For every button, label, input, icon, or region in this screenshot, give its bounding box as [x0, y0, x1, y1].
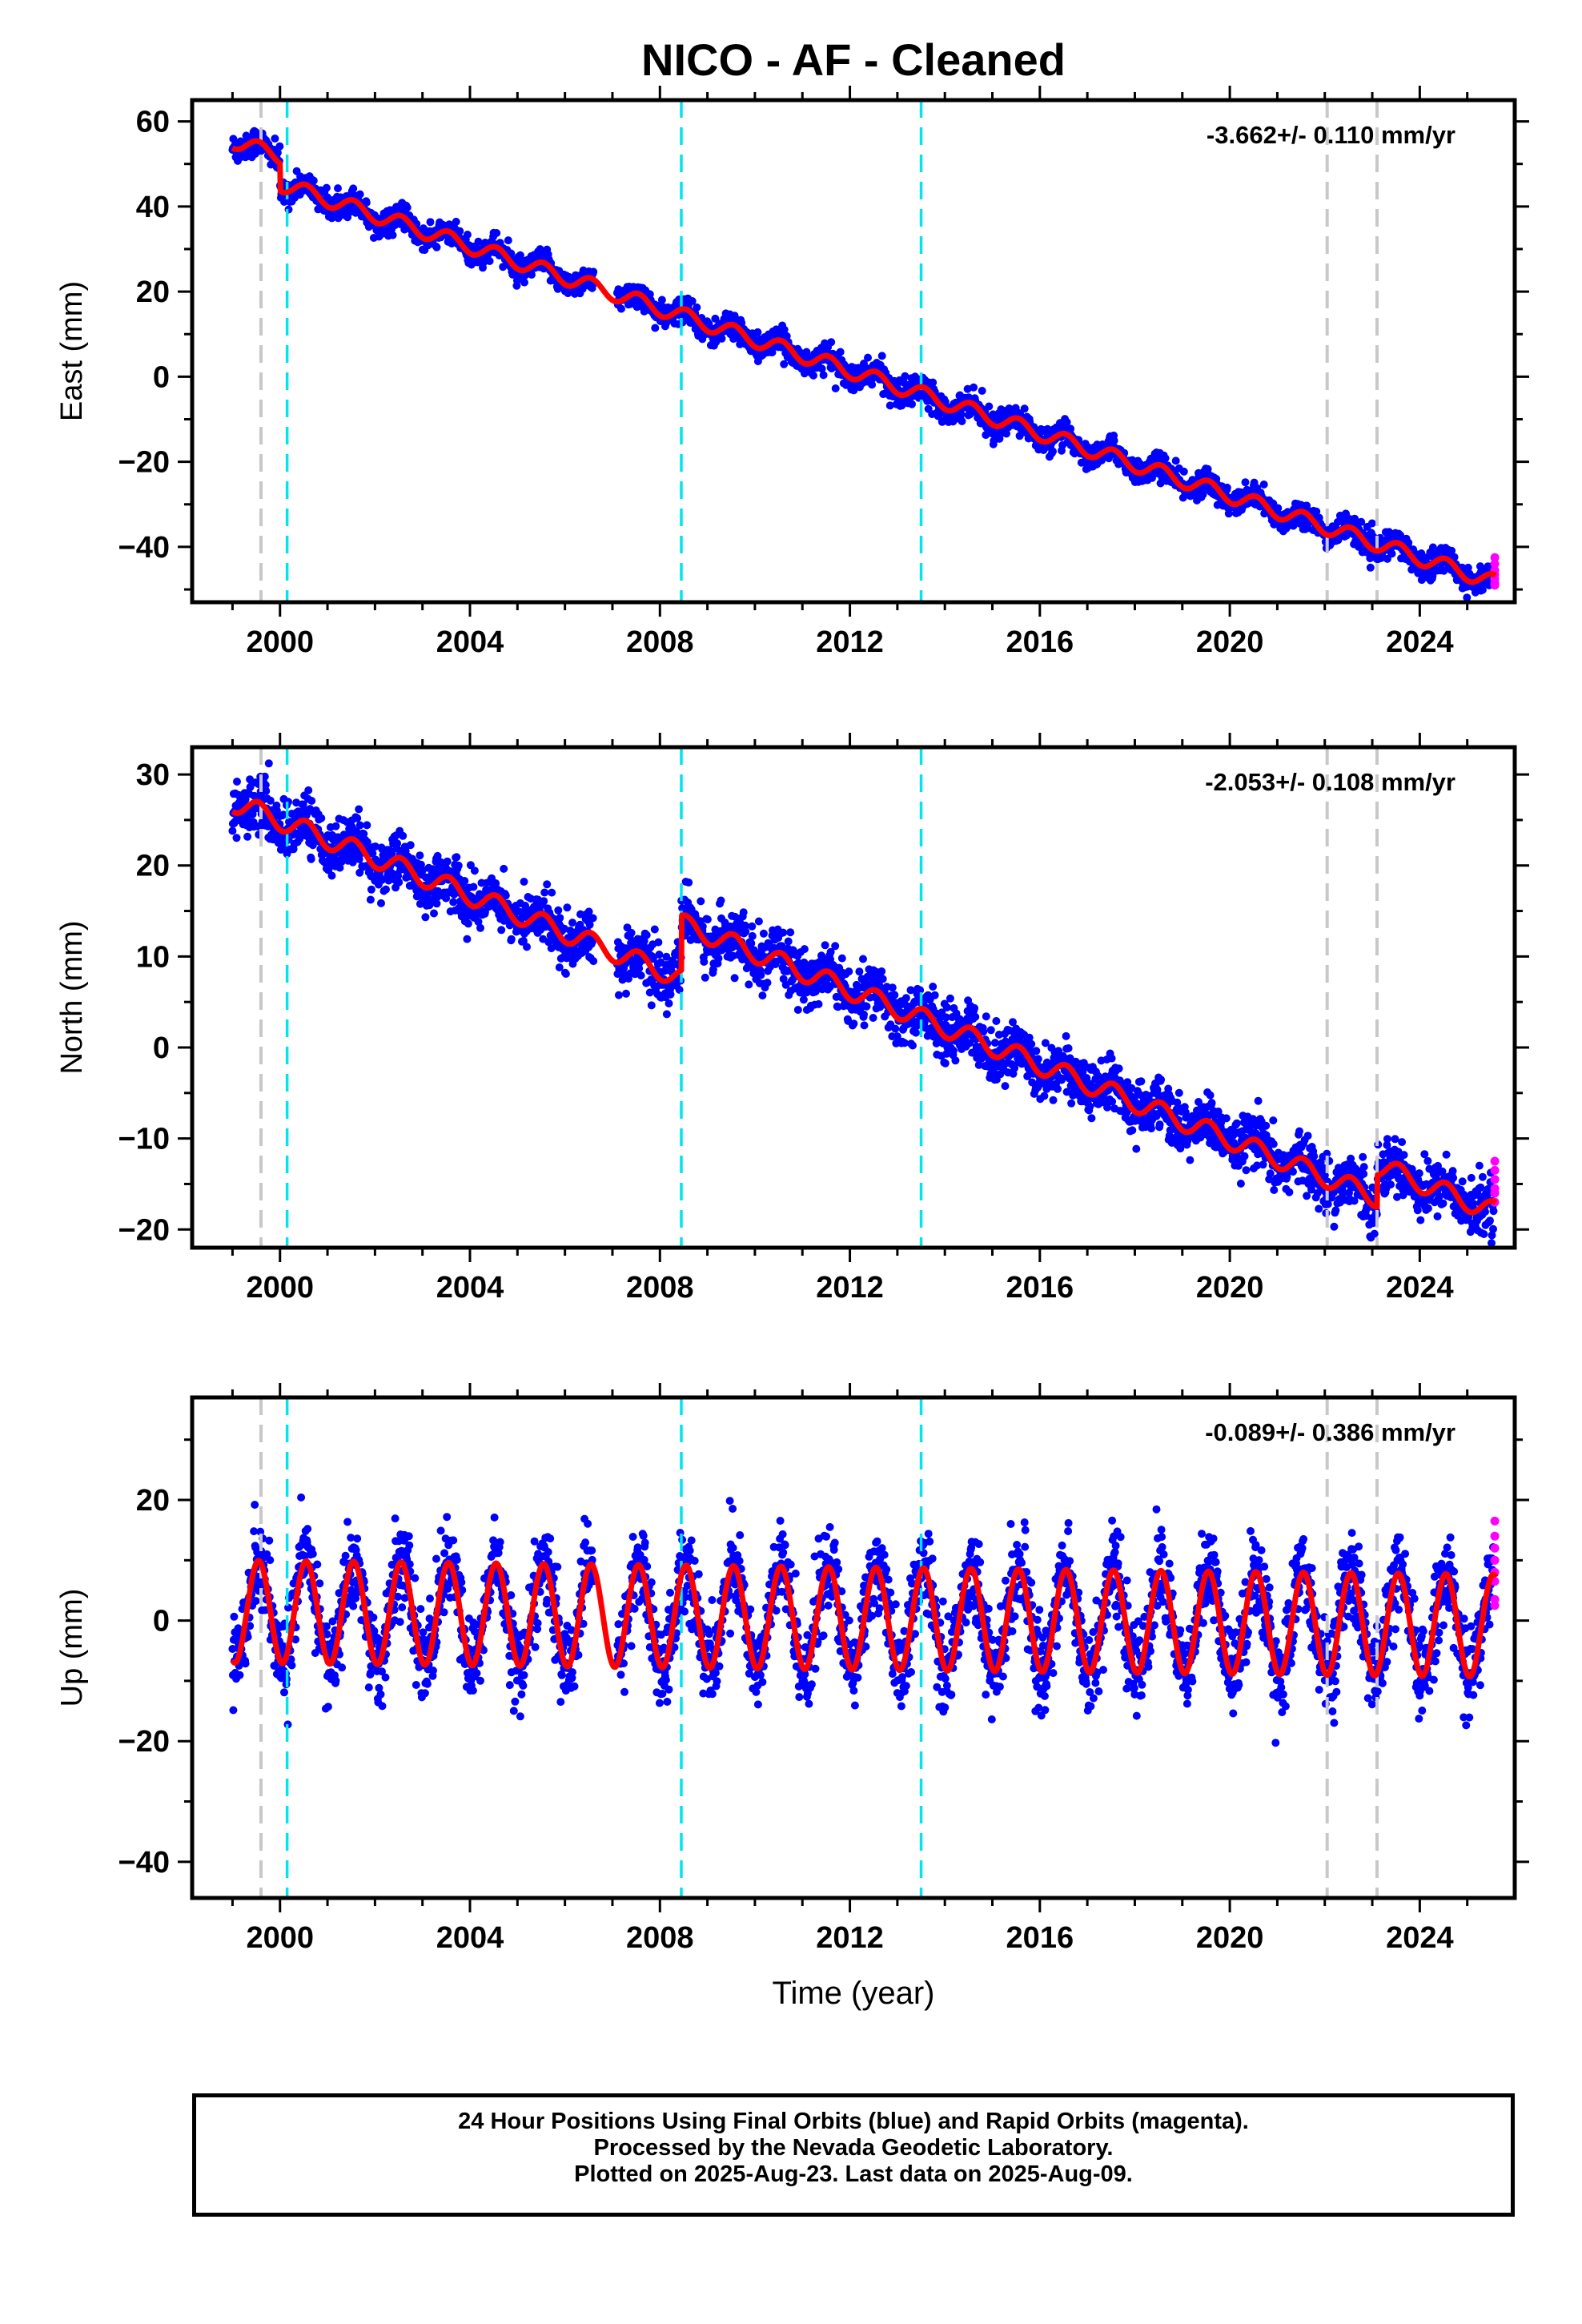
rapid-orbit-point: [1490, 1516, 1500, 1526]
y-tick-label: −10: [118, 1123, 170, 1156]
rapid-orbit-point: [1490, 1165, 1500, 1175]
y-axis-label: East (mm): [55, 281, 89, 421]
x-tick-label: 2016: [1006, 1921, 1074, 1955]
rapid-orbit-point: [1490, 1555, 1500, 1565]
x-tick-label: 2000: [246, 625, 314, 659]
rapid-orbit-point: [1490, 1175, 1500, 1184]
rapid-orbit-point: [1490, 581, 1500, 590]
y-tick-label: 20: [136, 1484, 170, 1518]
footer-line-3: Plotted on 2025-Aug-23. Last data on 202…: [574, 2161, 1133, 2187]
y-tick-label: 20: [136, 275, 170, 309]
x-axis: 2000 2004 2008 2012 2016 2020 2024: [231, 733, 1469, 1305]
y-tick-label: 0: [153, 1605, 170, 1638]
rapid-orbit-point: [1490, 1156, 1500, 1166]
up-panel: 2000 2004 2008 2012 2016 2020 2024 20 0 −20 −40 Up …: [55, 1383, 1529, 1955]
x-tick-label: 2004: [436, 1921, 504, 1955]
x-tick-label: 2020: [1196, 1921, 1264, 1955]
final-orbit-points: [228, 759, 1498, 1248]
final-orbit-dots: [228, 759, 1498, 1248]
x-axis: 2000 2004 2008 2012 2016 2020 2024: [231, 86, 1469, 659]
x-tick-label: 2024: [1386, 1921, 1454, 1955]
y-axis-label: North (mm): [55, 920, 89, 1074]
footer-caption: 24 Hour Positions Using Final Orbits (bl…: [192, 2093, 1515, 2217]
x-tick-label: 2016: [1006, 625, 1074, 659]
rapid-orbit-point: [1490, 1601, 1500, 1610]
final-orbit-points: [228, 127, 1498, 602]
y-axis-label: Up (mm): [55, 1589, 89, 1707]
plot-frame: [190, 98, 1517, 605]
y-tick-label: −20: [118, 446, 170, 480]
x-tick-label: 2008: [626, 1271, 694, 1305]
x-axis: 2000 2004 2008 2012 2016 2020 2024: [231, 1383, 1469, 1955]
x-tick-label: 2004: [436, 1271, 504, 1305]
event-lines: [259, 100, 1379, 602]
y-tick-label: 10: [136, 940, 170, 974]
north-panel: 2000 2004 2008 2012 2016 2020 2024 30 20 10 0 −10 −2…: [55, 733, 1529, 1305]
y-tick-label: 0: [153, 1031, 170, 1065]
y-tick-label: −40: [118, 531, 170, 565]
y-axis: 60 40 20 0 −20 −40: [118, 106, 1529, 591]
y-tick-label: −20: [118, 1725, 170, 1759]
rapid-orbit-points: [1490, 1156, 1500, 1207]
x-tick-label: 2008: [626, 1921, 694, 1955]
rapid-orbit-point: [1490, 1188, 1500, 1198]
x-tick-label: 2024: [1386, 1271, 1454, 1305]
y-axis: 30 20 10 0 −10 −20: [118, 758, 1529, 1247]
y-tick-label: 40: [136, 191, 170, 224]
y-tick-label: 0: [153, 360, 170, 394]
y-tick-label: 30: [136, 758, 170, 792]
plot-frame: [190, 745, 1517, 1250]
y-tick-label: 20: [136, 850, 170, 883]
x-tick-label: 2000: [246, 1271, 314, 1305]
x-tick-label: 2012: [816, 1921, 884, 1955]
rapid-orbit-point: [1490, 559, 1500, 569]
rate-label: -0.089+/- 0.386 mm/yr: [1205, 1418, 1456, 1446]
x-tick-label: 2012: [816, 1271, 884, 1305]
y-tick-label: −20: [118, 1213, 170, 1247]
x-tick-label: 2020: [1196, 625, 1264, 659]
rapid-orbit-point: [1490, 553, 1500, 562]
model-fit-line: [230, 138, 1499, 585]
x-axis-label: Time (year): [773, 1976, 935, 2011]
final-orbit-dots: [228, 127, 1498, 602]
rate-label: -3.662+/- 0.110 mm/yr: [1207, 121, 1456, 149]
rapid-orbit-point: [1490, 1594, 1500, 1604]
y-tick-label: 60: [136, 106, 170, 139]
footer-line-1: 24 Hour Positions Using Final Orbits (bl…: [458, 2109, 1249, 2134]
x-tick-label: 2016: [1006, 1271, 1074, 1305]
chart-title: NICO - AF - Cleaned: [641, 34, 1066, 85]
y-tick-label: −40: [118, 1846, 170, 1880]
footer-line-2: Processed by the Nevada Geodetic Laborat…: [593, 2135, 1114, 2161]
rapid-orbit-point: [1490, 1543, 1500, 1553]
model-fit-line: [230, 1558, 1499, 1680]
x-tick-label: 2000: [246, 1921, 314, 1955]
rapid-orbit-points: [1490, 1516, 1500, 1610]
x-tick-label: 2020: [1196, 1271, 1264, 1305]
rapid-orbit-point: [1490, 1531, 1500, 1541]
y-axis: 20 0 −20 −40: [118, 1438, 1529, 1880]
rate-label: -2.053+/- 0.108 mm/yr: [1205, 768, 1456, 796]
x-tick-label: 2004: [436, 625, 504, 659]
x-tick-label: 2024: [1386, 625, 1454, 659]
x-tick-label: 2008: [626, 625, 694, 659]
plot-frame: [190, 1395, 1517, 1900]
east-panel: 2000 2004 2008 2012 2016 2020 2024 60 40 20 0 −20 −4…: [55, 86, 1529, 659]
event-lines: [259, 747, 1379, 1248]
x-tick-label: 2012: [816, 625, 884, 659]
model-fit-line: [230, 798, 1499, 1216]
